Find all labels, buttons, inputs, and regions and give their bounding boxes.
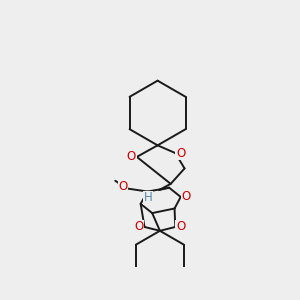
Text: O: O: [127, 150, 136, 164]
Text: O: O: [134, 220, 144, 233]
Text: O: O: [176, 146, 185, 160]
Text: O: O: [182, 190, 191, 203]
Text: H: H: [144, 191, 153, 204]
Text: O: O: [176, 220, 185, 233]
Text: O: O: [118, 180, 128, 194]
